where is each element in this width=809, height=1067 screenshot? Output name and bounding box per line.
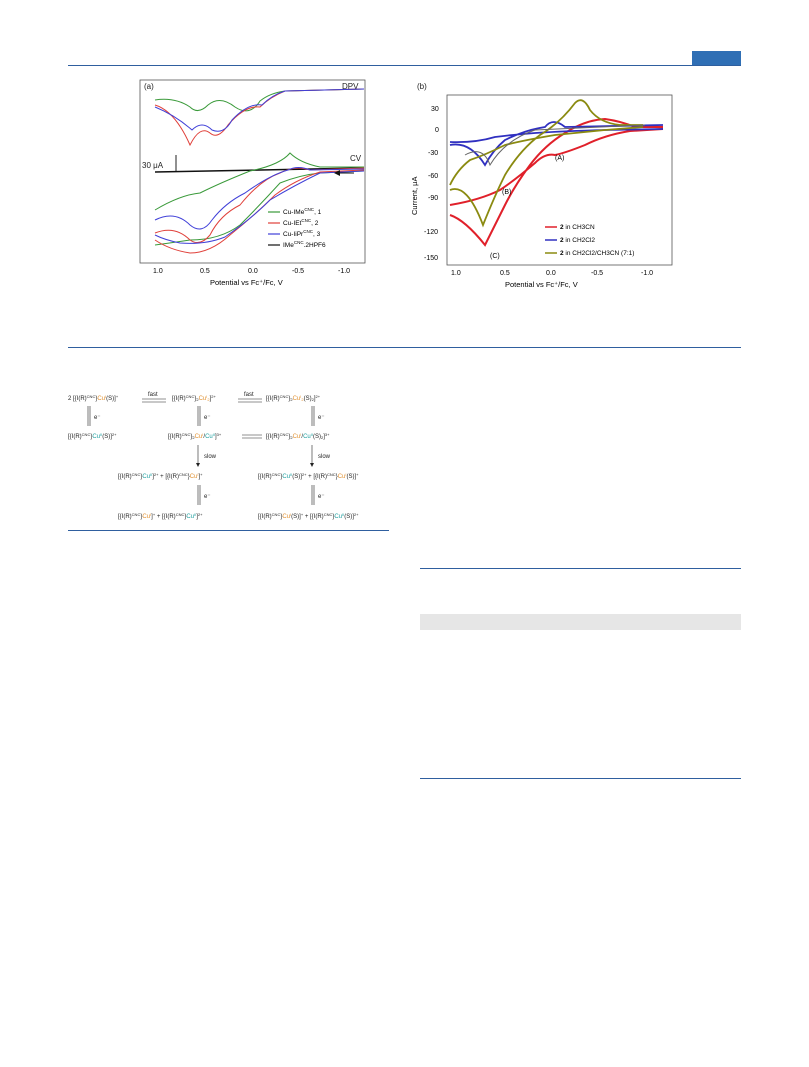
cv-green — [154, 152, 365, 246]
ytick-b-1: 30 — [431, 106, 439, 113]
right-rule-2 — [420, 778, 741, 779]
panel-a-label: (a) — [144, 82, 154, 91]
table-header-band — [420, 614, 741, 630]
plot-frame-b — [446, 94, 673, 266]
legend-a: Cu-IMeCNC, 1 Cu-IEtCNC, 2 Cu-IiPrCNC, 3 … — [268, 207, 326, 249]
section-rule — [68, 347, 741, 348]
svg-text:e⁻: e⁻ — [318, 494, 325, 500]
cv-black — [154, 167, 365, 173]
xtick-b-5: -1.0 — [641, 270, 653, 277]
cv-b-olive — [449, 99, 644, 228]
scheme-row-1: 2 [{I(R)CNC}CuI(S)]+ fast [{I(R)CNC}2CuI… — [68, 392, 321, 403]
ytick-b-3: -30 — [428, 150, 438, 157]
svg-text:2 [{I(R)CNC}CuI(S)]+: 2 [{I(R)CNC}CuI(S)]+ — [68, 394, 119, 402]
xtick-a-1: 1.0 — [153, 268, 163, 275]
xtick-a-3: 0.0 — [248, 268, 258, 275]
annotation-C: (C) — [490, 253, 500, 260]
ytick-b-7: -150 — [424, 255, 438, 262]
dpv-blue — [154, 88, 365, 132]
svg-text:e⁻: e⁻ — [204, 494, 211, 500]
dpv-green — [154, 88, 365, 112]
reaction-scheme: 2 [{I(R)CNC}CuI(S)]+ fast [{I(R)CNC}2CuI… — [68, 392, 359, 520]
xlabel-a: Potential vs Fc⁺/Fc, V — [210, 278, 283, 287]
svg-text:[{I(R)CNC}CuI(S)]+ + [{I(R)CNC: [{I(R)CNC}CuI(S)]+ + [{I(R)CNC}CuII(S)]2… — [258, 512, 359, 520]
dpv-red — [154, 88, 365, 147]
svg-text:fast: fast — [244, 392, 254, 398]
plot-frame-a — [139, 79, 366, 264]
svg-text:e⁻: e⁻ — [94, 415, 101, 421]
legend-b-2: 2 in CH2Cl2 — [560, 237, 595, 244]
cv-blue — [154, 167, 365, 244]
right-rule-1 — [420, 568, 741, 569]
panel-b-label: (b) — [417, 82, 427, 91]
scheme-row-4: e⁻ e⁻ [{I(R)CNC}CuI]+ + [{I(R)CNC}CuII]2… — [118, 485, 359, 520]
legend-a-1: Cu-IMeCNC, 1 — [283, 207, 322, 216]
svg-text:[{I(R)CNC}2CuI/CuII(S)2]3+: [{I(R)CNC}2CuI/CuII(S)2]3+ — [266, 432, 330, 440]
annotation-A: (A) — [555, 155, 564, 162]
legend-a-4: IMeCNC.2HPF6 — [283, 240, 326, 249]
cv-b-grey — [464, 124, 646, 167]
xlabel-b: Potential vs Fc⁺/Fc, V — [505, 280, 578, 289]
ytick-b-6: -120 — [424, 229, 438, 236]
xtick-a-2: 0.5 — [200, 268, 210, 275]
ytick-b-2: 0 — [435, 127, 439, 134]
scale-label: 30 μA — [142, 161, 164, 170]
dpv-label: DPV — [342, 82, 359, 91]
legend-a-2: Cu-IEtCNC, 2 — [283, 218, 319, 227]
legend-b-3: 2 in CH2Cl2/CH3CN (7:1) — [560, 250, 634, 257]
xtick-b-2: 0.5 — [500, 270, 510, 277]
xtick-b-3: 0.0 — [546, 270, 556, 277]
svg-text:e⁻: e⁻ — [318, 415, 325, 421]
annotation-B: (B) — [502, 189, 511, 196]
scheme-bottom-rule — [68, 530, 389, 531]
svg-text:[{I(R)CNC}2CuI2]2+: [{I(R)CNC}2CuI2]2+ — [172, 394, 217, 402]
svg-text:[{I(R)CNC}2CuI/CuII]3+: [{I(R)CNC}2CuI/CuII]3+ — [168, 432, 222, 440]
cv-label: CV — [350, 154, 362, 163]
svg-text:slow: slow — [318, 454, 331, 460]
legend-a-3: Cu-IiPrCNC, 3 — [283, 229, 321, 238]
xtick-b-1: 1.0 — [451, 270, 461, 277]
svg-text:[{I(R)CNC}CuII]2+ + [{I(R)CNC}: [{I(R)CNC}CuII]2+ + [{I(R)CNC}CuI]+ — [118, 472, 203, 480]
scheme-row-3: slow slow [{I(R)CNC}CuII]2+ + [{I(R)CNC}… — [118, 445, 359, 480]
header-rule — [68, 65, 741, 66]
svg-text:[{I(R)CNC}CuII(S)]2+: [{I(R)CNC}CuII(S)]2+ — [68, 432, 117, 440]
header-tab-block — [692, 51, 741, 65]
figure-panel-b: (b) Current, μA 30 0 -30 -60 -90 -120 -1… — [410, 82, 673, 289]
scan-arrow-head — [334, 170, 340, 176]
legend-b-1: 2 in CH3CN — [560, 224, 595, 231]
ytick-b-5: -90 — [428, 195, 438, 202]
svg-text:[{I(R)CNC}CuII(S)]2+ + [{I(R)C: [{I(R)CNC}CuII(S)]2+ + [{I(R)CNC}CuI(S)]… — [258, 472, 359, 480]
legend-b: 2 in CH3CN 2 in CH2Cl2 2 in CH2Cl2/CH3CN… — [545, 224, 634, 257]
svg-text:slow: slow — [204, 454, 217, 460]
svg-text:[{I(R)CNC}CuI]+ + [{I(R)CNC}Cu: [{I(R)CNC}CuI]+ + [{I(R)CNC}CuII]2+ — [118, 512, 203, 520]
svg-text:e⁻: e⁻ — [204, 415, 211, 421]
ytick-b-4: -60 — [428, 173, 438, 180]
xtick-a-5: -1.0 — [338, 268, 350, 275]
xtick-a-4: -0.5 — [292, 268, 304, 275]
ylabel-b: Current, μA — [410, 177, 419, 216]
scheme-row-2: e⁻ e⁻ e⁻ [{I(R)CNC}CuII(S)]2+ [{I(R)CNC}… — [68, 406, 330, 440]
xtick-b-4: -0.5 — [591, 270, 603, 277]
svg-text:[{I(R)CNC}2CuI2(S)2]2+: [{I(R)CNC}2CuI2(S)2]2+ — [266, 394, 321, 402]
cv-b-blue — [449, 121, 664, 167]
svg-text:fast: fast — [148, 392, 158, 398]
cv-b-red — [449, 117, 664, 247]
figure-panel-a: (a) DPV CV 30 μA 1.0 0.5 0.0 -0.5 -1.0 P… — [139, 79, 366, 287]
